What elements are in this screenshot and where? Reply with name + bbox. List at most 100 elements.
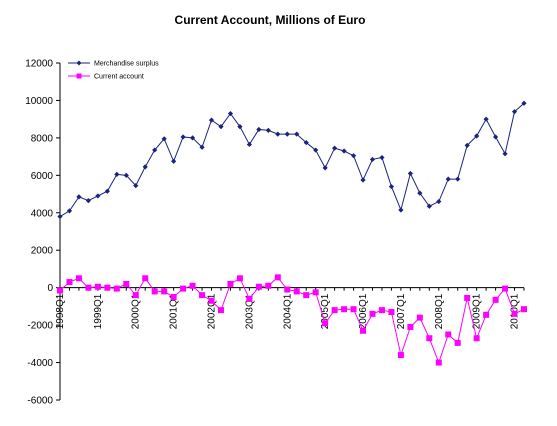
chart-title: Current Account, Millions of Euro [175, 13, 366, 27]
data-point [350, 306, 357, 313]
data-point [521, 306, 527, 313]
data-point [293, 288, 300, 295]
x-tick-label: 2003Q1 [244, 293, 255, 329]
data-point [85, 198, 92, 204]
series-current-account [57, 274, 527, 366]
data-point [85, 284, 92, 291]
data-point [75, 275, 82, 282]
y-tick-label: 0 [47, 283, 53, 294]
data-point [436, 198, 442, 205]
x-tick-label: 2000Q1 [131, 293, 142, 329]
data-point [189, 135, 196, 141]
x-tick-label: 2007Q1 [396, 293, 407, 329]
data-point [378, 307, 385, 314]
data-point [455, 176, 461, 182]
y-tick-label: -6000 [27, 396, 53, 407]
data-point [312, 289, 319, 296]
data-point [416, 314, 423, 321]
y-tick-label: 8000 [31, 133, 54, 144]
data-point [464, 294, 471, 301]
x-tick-label: 1998Q1 [55, 293, 66, 329]
data-point [227, 280, 234, 287]
data-point [473, 335, 480, 342]
data-point [350, 153, 357, 159]
data-point [511, 310, 518, 317]
data-point [66, 279, 73, 286]
data-point [369, 310, 376, 317]
data-point [208, 117, 215, 123]
data-point [322, 320, 329, 327]
data-point [483, 311, 490, 318]
data-point [474, 133, 480, 139]
data-point [161, 136, 167, 142]
data-point [227, 110, 234, 117]
data-point [114, 171, 120, 177]
legend-marker-current-account [76, 73, 82, 79]
data-point [435, 359, 442, 366]
data-point [180, 134, 186, 140]
x-tick-label: 2001Q1 [169, 293, 180, 329]
data-point [360, 327, 367, 334]
data-point [104, 284, 111, 291]
data-point [502, 285, 509, 292]
data-point [208, 297, 215, 304]
x-tick-label: 2004Q1 [282, 293, 293, 329]
y-tick-label: 12000 [25, 59, 53, 70]
data-point [66, 208, 73, 214]
data-point [454, 339, 461, 346]
x-tick-label: 2009Q1 [472, 293, 483, 329]
data-point [152, 147, 158, 153]
data-point [294, 131, 300, 137]
data-point [57, 287, 63, 294]
data-point [398, 207, 404, 213]
data-point [341, 148, 347, 154]
data-point [76, 194, 82, 200]
data-point [57, 213, 63, 220]
data-point [151, 288, 158, 295]
data-point [123, 172, 129, 178]
data-point [142, 275, 149, 282]
x-tick-label: 2006Q1 [358, 293, 369, 329]
data-point [502, 151, 508, 157]
data-point [369, 156, 376, 163]
data-point [142, 164, 148, 170]
data-point [94, 283, 101, 290]
data-point [360, 177, 366, 183]
data-point [284, 131, 290, 137]
data-point [397, 352, 404, 359]
data-point [464, 142, 470, 148]
legend-label-merchandise: Merchandise surplus [94, 61, 159, 68]
y-tick-label: -4000 [27, 358, 53, 369]
data-point [161, 288, 168, 295]
data-point [246, 295, 253, 302]
data-point [426, 203, 432, 209]
data-point [379, 154, 385, 161]
data-point [407, 323, 414, 330]
data-point [407, 170, 413, 177]
data-point [180, 285, 187, 292]
x-tick-label: 2008Q1 [434, 293, 445, 329]
data-point [171, 158, 177, 164]
data-point [303, 139, 309, 146]
data-point [217, 307, 224, 314]
data-point [492, 134, 499, 140]
y-tick-label: -2000 [27, 321, 53, 332]
legend: Merchandise surplus Current account [68, 60, 159, 81]
y-tick-label: 6000 [31, 171, 54, 182]
data-point [445, 331, 452, 338]
data-point [492, 296, 499, 303]
data-point [284, 286, 291, 293]
data-point [331, 307, 338, 314]
data-point [236, 275, 243, 282]
data-point [199, 292, 206, 299]
y-tick-label: 4000 [31, 208, 54, 219]
data-point [199, 144, 205, 150]
data-point [341, 306, 348, 313]
data-point [483, 116, 489, 122]
data-point [255, 283, 262, 290]
data-point [417, 190, 423, 196]
data-point [511, 109, 518, 115]
data-point [303, 292, 310, 299]
x-tick-label: 2002Q1 [207, 293, 218, 329]
